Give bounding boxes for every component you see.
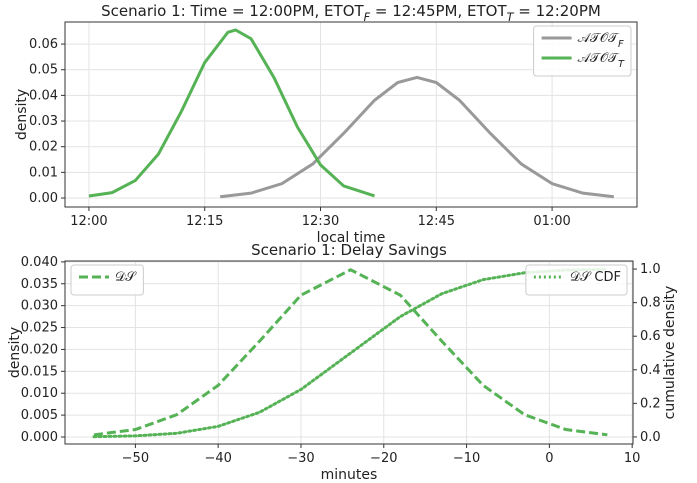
- series-line: [88, 28, 376, 198]
- legend: 𝒟𝒮 CDF: [525, 264, 628, 296]
- x-tick-label: 01:00: [533, 214, 570, 229]
- y2-axis-label: cumulative density: [662, 286, 678, 420]
- y-tick-label: 0.05: [29, 62, 58, 77]
- y-tick-label: 0.03: [29, 114, 58, 129]
- y-tick-label: 0.040: [21, 254, 58, 269]
- y-tick-label: 0.01: [29, 165, 58, 180]
- chart-title: Scenario 1: Delay Savings: [251, 241, 447, 259]
- x-tick-label: −10: [453, 451, 480, 466]
- y-tick-label: 0.010: [21, 386, 58, 401]
- x-tick-label: −40: [204, 451, 231, 466]
- x-tick-label: −50: [122, 451, 149, 466]
- x-tick-label: 12:30: [302, 214, 339, 229]
- legend-box: [70, 264, 144, 296]
- plot-frame: [64, 260, 634, 445]
- y2-tick-label: 1.0: [640, 262, 661, 277]
- legend-label: 𝒜𝒯𝒪𝒯F: [578, 31, 624, 50]
- x-tick-label: 12:45: [418, 214, 455, 229]
- plot-frame: [64, 21, 638, 208]
- legend-label: 𝒟𝒮: [115, 270, 137, 285]
- y-tick-label: 0.00: [29, 191, 58, 206]
- legend-label: 𝒜𝒯𝒪𝒯T: [578, 51, 625, 70]
- y-axis-label: density: [7, 327, 23, 378]
- x-tick-label: 12:15: [186, 214, 223, 229]
- y-tick-label: 0.015: [21, 364, 58, 379]
- y-tick-label: 0.04: [29, 88, 58, 103]
- chart-title: Scenario 1: Time = 12:00PM, ETOTF = 12:4…: [101, 2, 601, 24]
- y-tick-label: 0.030: [21, 298, 58, 313]
- x-tick-label: −30: [287, 451, 314, 466]
- series-line: [92, 267, 609, 439]
- y-tick-label: 0.000: [21, 429, 58, 444]
- y2-tick-label: 0.6: [640, 329, 661, 344]
- y-tick-label: 0.020: [21, 342, 58, 357]
- y2-tick-label: 0.2: [640, 396, 661, 411]
- x-axis-label: local time: [317, 230, 386, 246]
- y-tick-label: 0.025: [21, 320, 58, 335]
- legend-label: 𝒟𝒮 CDF: [570, 270, 621, 285]
- legend: 𝒟𝒮: [70, 264, 144, 296]
- y-tick-label: 0.02: [29, 139, 58, 154]
- y2-tick-label: 0.4: [640, 362, 661, 377]
- x-axis-label: minutes: [321, 467, 378, 483]
- series-line: [219, 75, 615, 199]
- x-tick-label: −20: [370, 451, 397, 466]
- x-tick-label: 12:00: [70, 214, 107, 229]
- legend-box: [525, 264, 628, 296]
- x-tick-label: 0: [545, 451, 553, 466]
- y2-tick-label: 0.0: [640, 429, 661, 444]
- y-tick-label: 0.035: [21, 276, 58, 291]
- series-line: [93, 268, 608, 437]
- y2-tick-label: 0.8: [640, 295, 661, 310]
- y-tick-label: 0.005: [21, 408, 58, 423]
- y-tick-label: 0.06: [29, 37, 58, 52]
- y-axis-label: density: [14, 89, 30, 140]
- x-tick-label: 10: [624, 451, 641, 466]
